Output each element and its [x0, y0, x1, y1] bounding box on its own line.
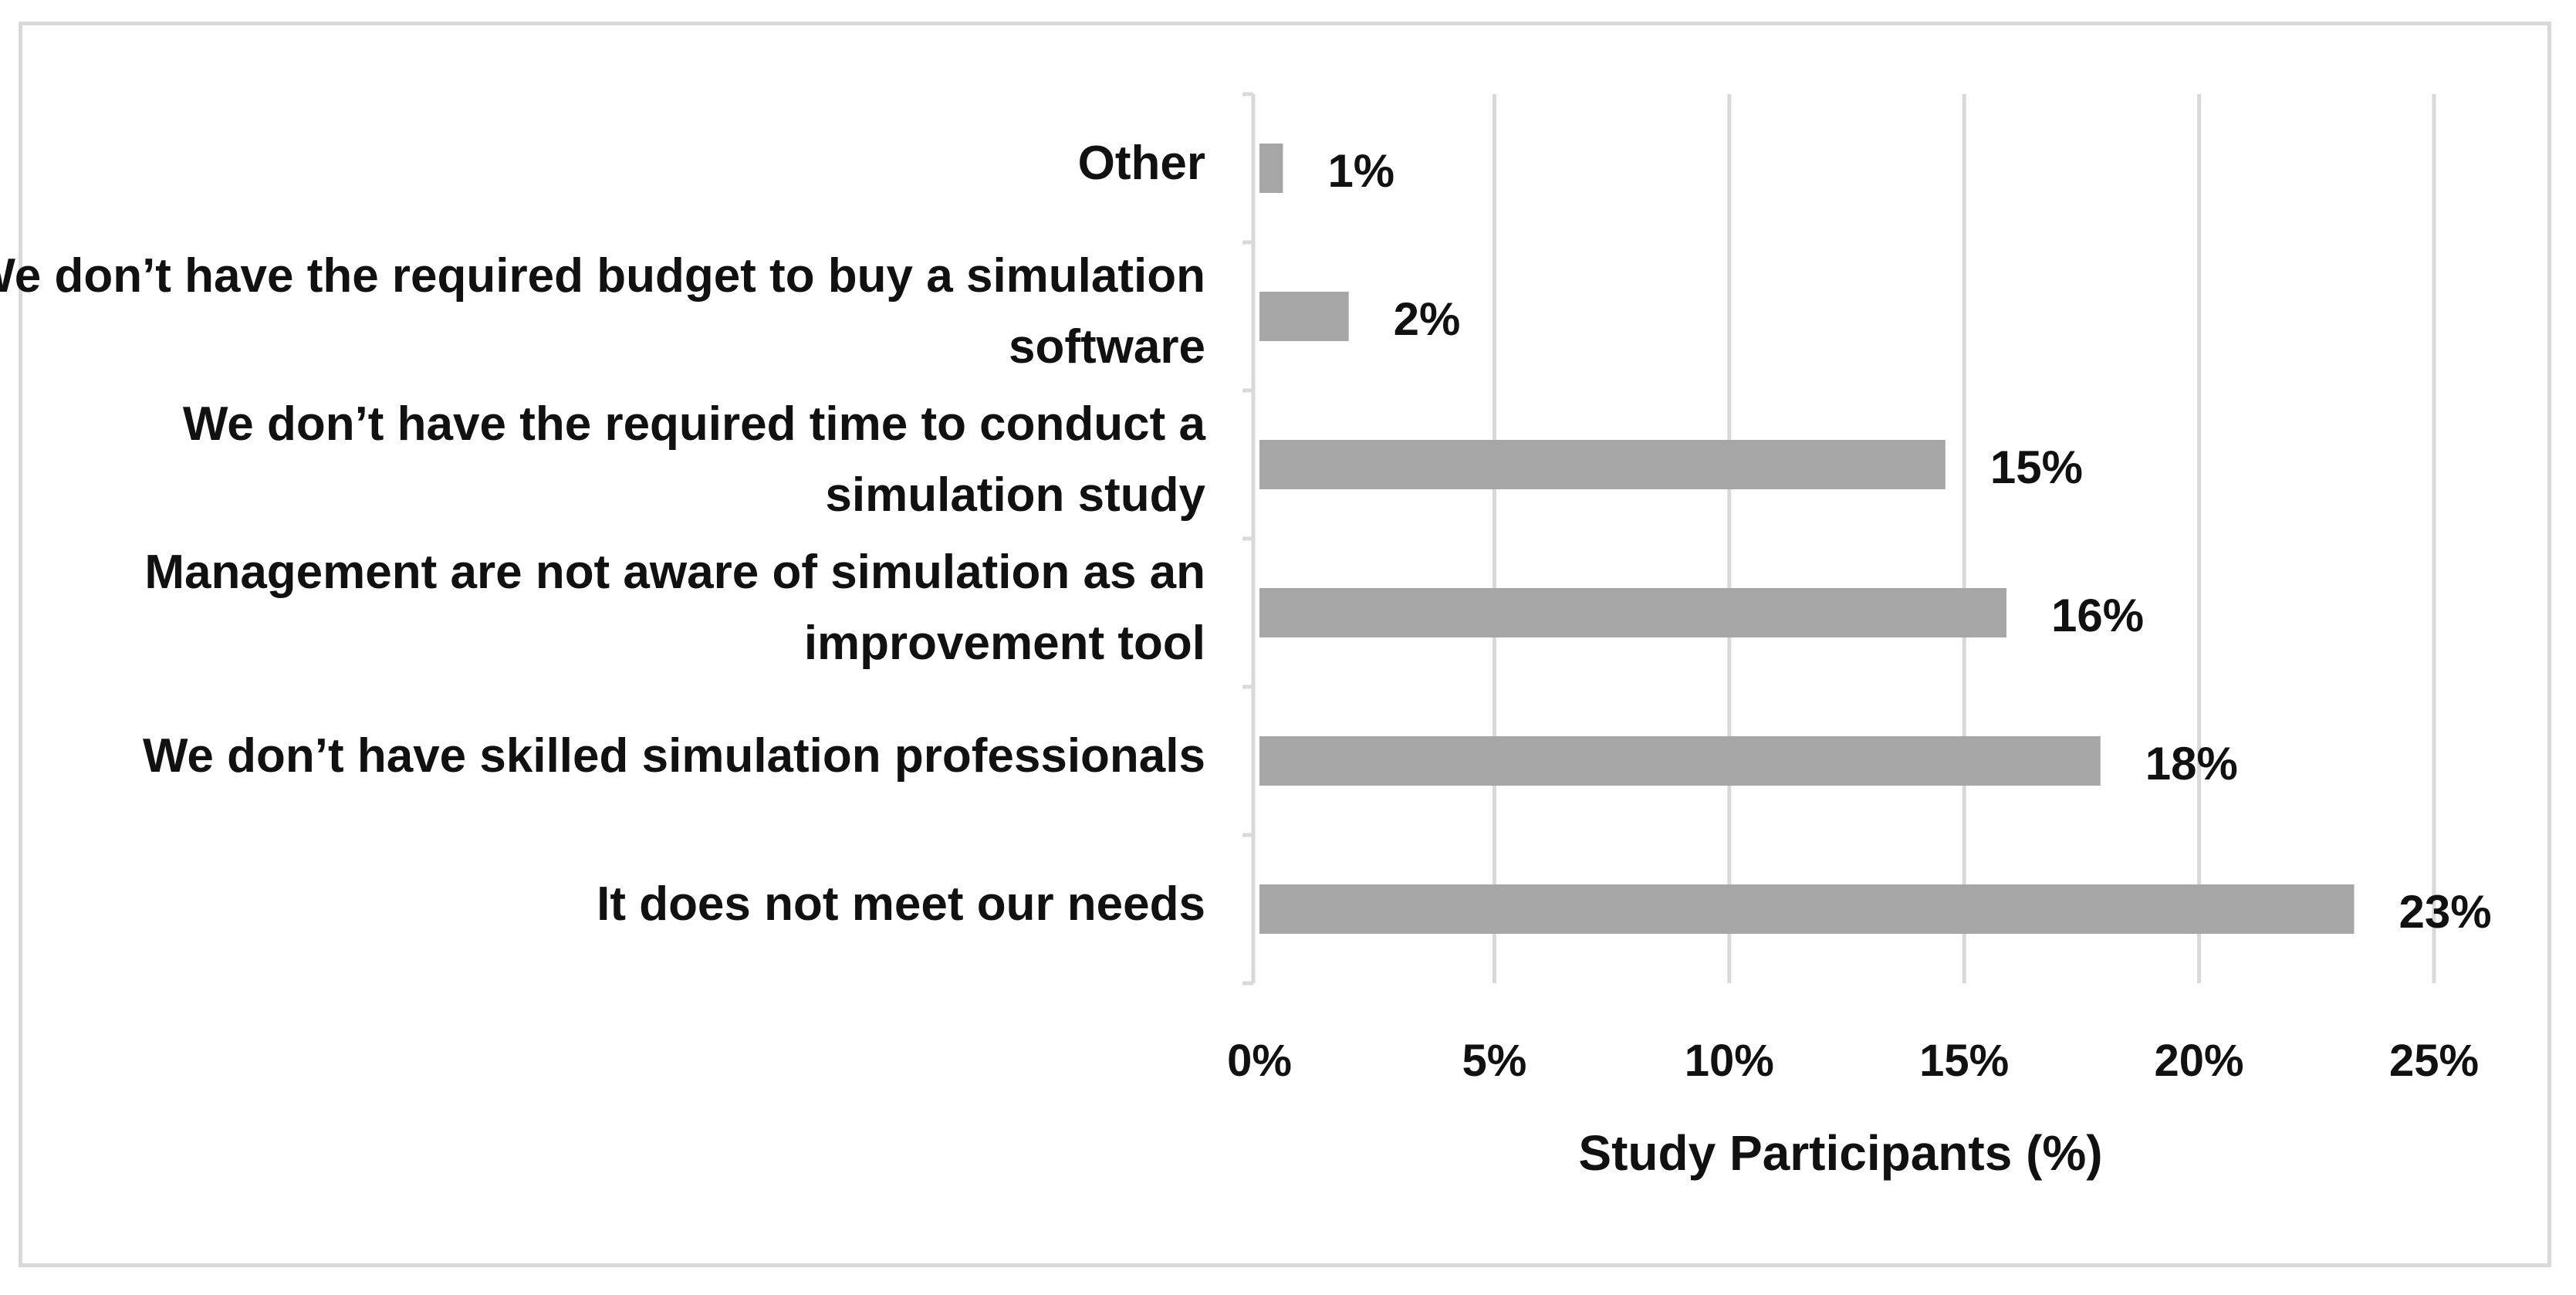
category-label-0: Other — [1077, 137, 1205, 190]
x-tick-label-3: 15% — [1919, 1036, 2010, 1086]
x-tick-label-1: 5% — [1462, 1036, 1527, 1086]
data-label-0: 1% — [1327, 145, 1395, 197]
bar-5 — [1259, 884, 2355, 934]
bar-0 — [1259, 144, 1283, 193]
x-tick-label-0: 0% — [1227, 1036, 1292, 1086]
chart-frame — [19, 22, 2551, 1267]
data-label-2: 15% — [1989, 441, 2083, 493]
category-label-1: We don’t have the required budget to buy… — [0, 249, 1205, 374]
bar-4 — [1259, 736, 2101, 786]
bar-2 — [1259, 440, 1946, 489]
category-label-2: We don’t have the required time to condu… — [182, 397, 1205, 522]
category-label-5: It does not meet our needs — [597, 877, 1205, 931]
bar-1 — [1259, 292, 1349, 341]
x-tick-label-5: 25% — [2388, 1036, 2480, 1086]
data-label-4: 18% — [2145, 738, 2238, 790]
data-label-1: 2% — [1393, 293, 1461, 345]
data-label-5: 23% — [2399, 886, 2492, 938]
x-tick-label-2: 10% — [1684, 1036, 1774, 1086]
bar-3 — [1259, 588, 2006, 637]
category-label-3: Management are not aware of simulation a… — [144, 546, 1205, 670]
x-tick-label-4: 20% — [2154, 1036, 2244, 1086]
x-axis-title: Study Participants (%) — [1578, 1125, 2103, 1181]
category-label-4: We don’t have skilled simulation profess… — [143, 729, 1205, 783]
data-label-3: 16% — [2050, 590, 2145, 641]
